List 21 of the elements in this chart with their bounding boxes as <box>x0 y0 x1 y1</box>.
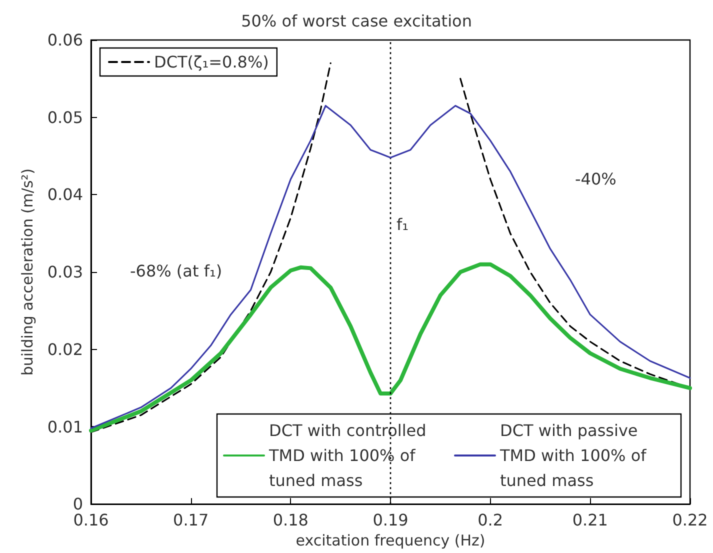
chart-title: 50% of worst case excitation <box>241 12 472 30</box>
x-tick-label: 0.21 <box>572 510 608 530</box>
annotation: -40% <box>575 170 616 188</box>
y-tick-label: 0.03 <box>47 262 83 282</box>
x-tick-label: 0.19 <box>372 510 408 530</box>
y-tick-label: 0.04 <box>47 185 83 204</box>
x-tick-label: 0.17 <box>173 510 209 530</box>
x-tick-label: 0.2 <box>478 510 504 530</box>
y-tick-label: 0.05 <box>47 108 83 127</box>
legend-label: DCT with passive TMD with 100% of tuned mass <box>499 421 652 490</box>
legend-label: DCT with controlled TMD with 100% of tuned mass <box>268 421 432 490</box>
y-tick-label: 0.02 <box>47 340 83 359</box>
annotation: -68% (at f₁) <box>130 262 222 280</box>
x-tick-label: 0.22 <box>672 510 708 530</box>
y-axis-title: building acceleration (m/s²) <box>18 168 36 376</box>
y-tick-label: 0.01 <box>47 417 83 436</box>
x-tick-label: 0.18 <box>272 510 308 530</box>
legend-label: DCT(ζ₁=0.8%) <box>154 52 269 72</box>
y-tick-label: 0.06 <box>47 30 83 50</box>
x-axis-title: excitation frequency (Hz) <box>296 532 486 550</box>
ref-line-label: f₁ <box>396 214 409 234</box>
